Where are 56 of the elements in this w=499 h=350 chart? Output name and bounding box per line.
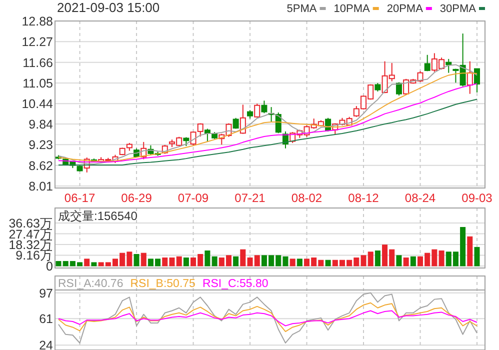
x-tick-label: 08-12	[348, 191, 380, 205]
legend-label: 30PMA	[440, 3, 477, 15]
line-series	[58, 292, 478, 344]
bar	[84, 258, 90, 266]
bar	[325, 260, 331, 266]
candlestick	[204, 128, 210, 142]
x-tick-label: 08-02	[291, 191, 322, 205]
bar	[290, 258, 296, 266]
bar	[140, 252, 146, 266]
line-series	[58, 302, 478, 332]
legend-label: 5PMA	[286, 3, 318, 15]
y-tick-label: 61	[39, 312, 54, 326]
y-tick-label: 12.88	[22, 14, 54, 28]
x-tick-label: 07-21	[234, 191, 266, 205]
y-tick-label: 36.63万	[8, 216, 53, 230]
legend-label: 20PMA	[386, 3, 424, 15]
bar	[374, 250, 380, 266]
series-label: RSI_A:40.76	[58, 278, 124, 290]
candlestick	[261, 100, 268, 114]
x-tick-label: 06-29	[121, 191, 152, 205]
y-tick-label: 9.23	[28, 138, 54, 152]
y-tick-label: 8.01	[28, 180, 54, 194]
chart-title: 2021-09-03 15:00	[57, 0, 160, 15]
y-tick-label: 12.27	[22, 35, 54, 50]
bar	[183, 258, 189, 266]
y-tick-label: 9.84	[28, 118, 54, 132]
bar	[91, 262, 97, 266]
y-tick-label: 24	[39, 338, 54, 350]
text: RSI_C:55.80	[202, 278, 268, 290]
bar	[396, 255, 402, 266]
candlestick	[474, 68, 480, 93]
series-label: RSI_B:50.75	[130, 278, 196, 290]
candlestick	[254, 103, 260, 118]
candlestick	[424, 54, 430, 72]
bar	[403, 258, 409, 266]
x-tick-label: 08-24	[404, 191, 436, 205]
y-tick-label: 11.05	[22, 76, 54, 90]
bar	[467, 236, 473, 266]
legend-label: 10PMA	[334, 3, 370, 15]
bar	[233, 256, 239, 266]
y-tick-label: 10.44	[22, 97, 54, 112]
bar	[296, 258, 302, 266]
line-series	[58, 310, 478, 326]
bar	[134, 254, 140, 266]
y-tick-label: 97	[39, 286, 54, 300]
candlestick	[396, 82, 402, 96]
x-tick-label: 07-09	[178, 191, 209, 205]
x-tick-label: 06-17	[64, 191, 96, 205]
y-tick-label: 11.66	[22, 56, 54, 70]
text: 成交量:156540	[58, 209, 138, 223]
x-tick-label: 09-03	[462, 191, 493, 205]
candlestick	[446, 58, 452, 74]
bar	[410, 256, 416, 266]
bar	[474, 246, 480, 266]
y-tick-label: 9.16万	[16, 248, 53, 263]
y-tick-label: 8.62	[28, 158, 54, 173]
